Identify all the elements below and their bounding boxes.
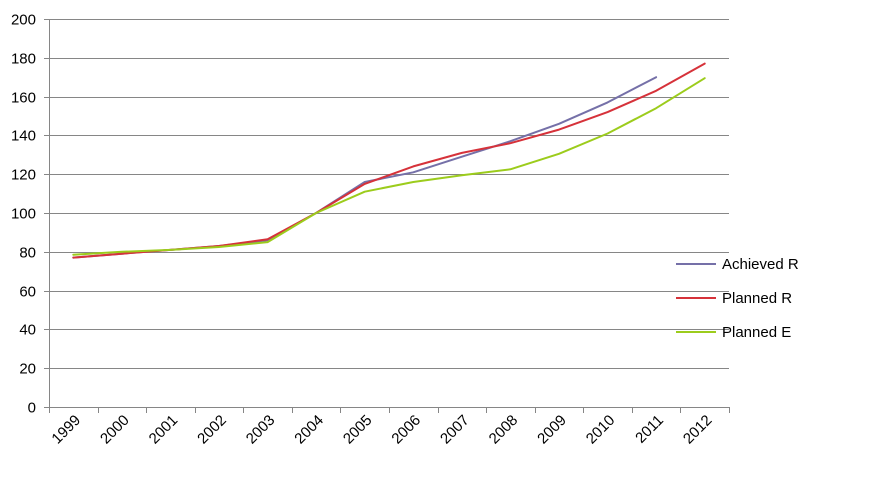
x-tick-label: 2012 <box>680 412 716 448</box>
x-tick-label: 1999 <box>48 412 84 448</box>
series-line <box>72 76 658 259</box>
legend: Achieved R Planned R Planned E <box>676 256 799 341</box>
y-tick-label: 160 <box>11 90 36 107</box>
x-tick-label: 2002 <box>194 412 230 448</box>
y-tick-label: 100 <box>11 206 36 223</box>
y-tick-label: 140 <box>11 128 36 145</box>
legend-label: Achieved R <box>722 256 799 273</box>
x-tick-label: 2009 <box>534 412 570 448</box>
series-lines <box>72 62 706 259</box>
x-tick-label: 2005 <box>340 412 376 448</box>
x-tick-label: 2006 <box>388 412 424 448</box>
x-tick-label: 2010 <box>583 412 619 448</box>
y-tick-label: 80 <box>19 245 36 262</box>
x-tick-label: 2004 <box>291 412 327 448</box>
x-tick-label: 2001 <box>146 412 182 448</box>
y-tick-label: 0 <box>28 400 36 417</box>
x-tick-label: 2000 <box>97 412 133 448</box>
legend-label: Planned E <box>722 324 791 341</box>
x-tick-label: 2011 <box>632 412 667 447</box>
series-line <box>72 77 706 256</box>
y-tick-label: 60 <box>19 284 36 301</box>
x-tick-label: 2008 <box>486 412 522 448</box>
y-tick-label: 40 <box>19 322 36 339</box>
x-tick-label: 2007 <box>437 412 473 448</box>
y-tick-label: 120 <box>11 167 36 184</box>
y-tick-label: 20 <box>19 361 36 378</box>
x-tick-label: 2003 <box>243 412 279 448</box>
legend-label: Planned R <box>722 290 792 307</box>
axes: 0 20 40 60 80 100 120 140 160 180 200 1999 2000 2001 2… <box>11 12 730 448</box>
series-line <box>72 62 706 259</box>
y-tick-label: 180 <box>11 51 36 68</box>
gridlines <box>49 19 729 369</box>
y-tick-label: 200 <box>11 12 36 29</box>
